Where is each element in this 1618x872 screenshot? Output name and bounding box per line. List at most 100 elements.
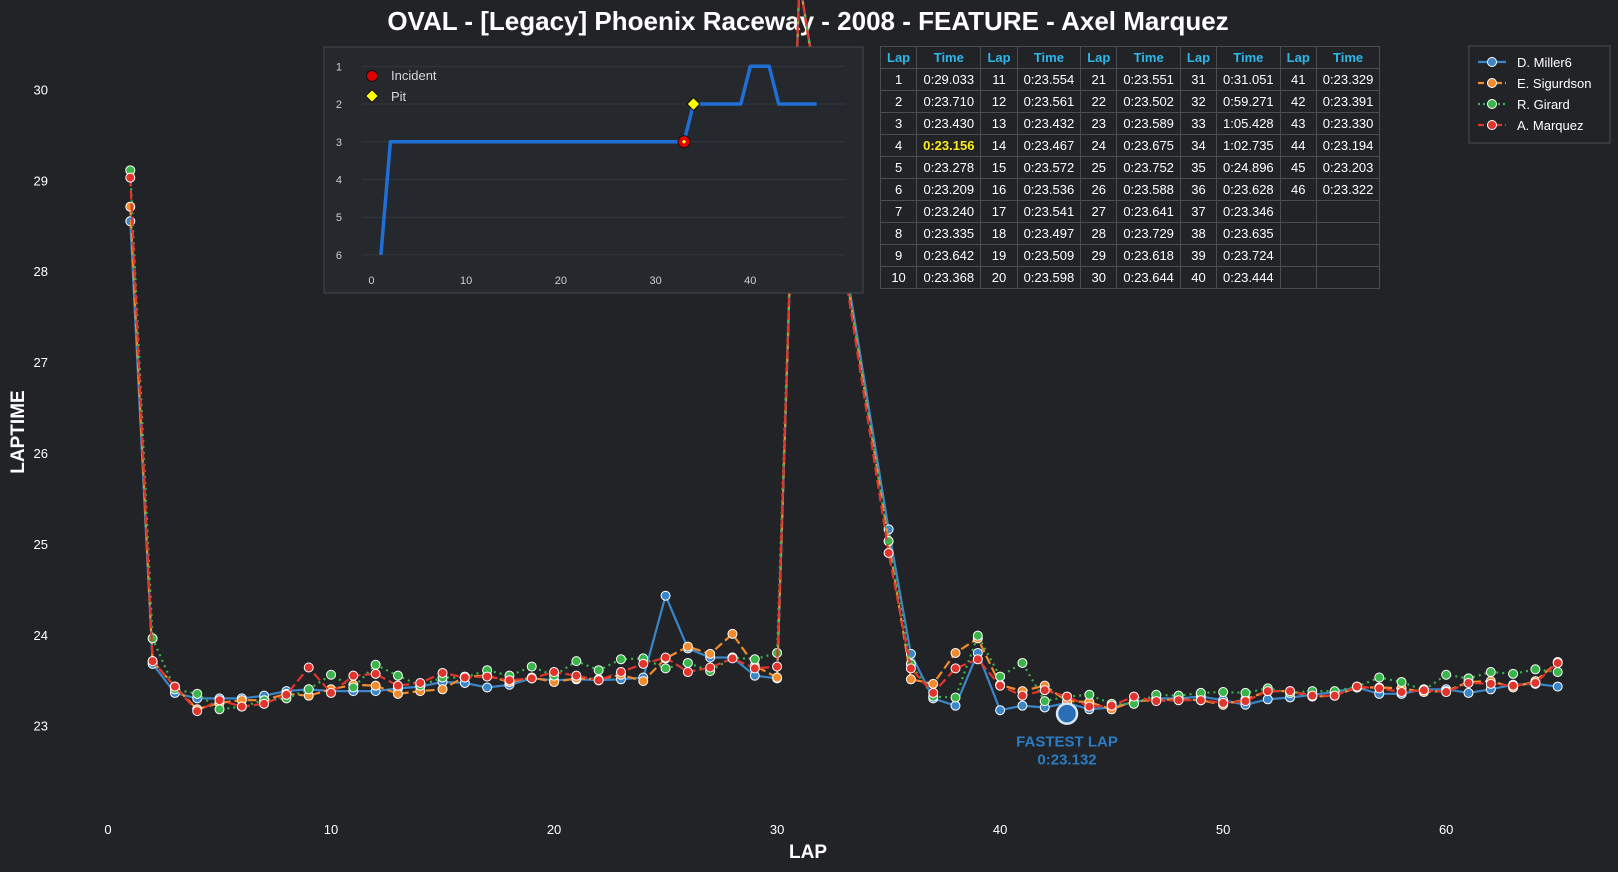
table-cell: 18 [980,222,1018,245]
table-cell: 4 [879,134,918,157]
data-point [303,662,314,673]
legend-item-r-girard: R. Girard [1478,97,1570,112]
data-point [504,675,515,686]
data-point [169,681,180,692]
table-cell: 32 [1179,90,1218,113]
data-point [950,647,961,658]
table-cell: 0:23.278 [916,156,982,179]
table-cell: 0:23.329 [1315,68,1381,91]
data-point [192,688,203,699]
data-point [1285,686,1296,697]
table-cell [1315,222,1381,245]
table-cell: 45 [1279,156,1317,179]
data-point [236,701,247,712]
inset-y-tick-label: 4 [336,174,342,186]
position-inset-chart: 1 2 3 4 5 6 0 10 20 30 40 Incident Pit [323,46,864,294]
data-point [549,667,560,678]
y-tick-label: 29 [34,173,48,188]
table-cell: 0:23.346 [1216,200,1281,223]
table-cell: 46 [1279,178,1317,201]
data-point [392,670,403,681]
data-point [772,661,783,672]
data-point [281,689,292,700]
table-row: 7 0:23.240 17 0:23.541 27 0:23.641 37 0:23.346 [879,200,1381,223]
data-point [682,641,693,652]
data-point [192,706,203,717]
table-cell: 37 [1179,200,1218,223]
legend: D. Miller6 E. Sigurdson R. Girard A. Marque… [1468,45,1611,144]
data-point [147,656,158,667]
table-header-cell: Lap [1279,46,1317,69]
table-cell: 7 [879,200,918,223]
inset-x-tick-label: 30 [649,275,661,287]
data-point [615,667,626,678]
table-cell [1279,266,1317,289]
data-point [1218,697,1229,708]
table-cell: 17 [980,200,1018,223]
data-point [905,674,916,685]
data-point [1418,685,1429,696]
data-point [259,698,270,709]
table-cell: 42 [1279,90,1317,113]
table-cell: 3 [879,112,918,135]
table-cell: 43 [1279,112,1317,135]
inset-y-tick-label: 1 [336,61,342,73]
data-point [1307,690,1318,701]
table-cell: 0:59.271 [1216,90,1281,113]
data-point [482,671,493,682]
data-point [1552,657,1563,668]
table-cell: 0:23.641 [1116,200,1181,223]
table-cell: 0:23.497 [1016,222,1082,245]
table-header-cell: Time [1216,46,1281,69]
data-point [615,654,626,665]
table-row: 2 0:23.710 12 0:23.561 22 0:23.502 32 0:59.271 4… [879,90,1381,113]
y-tick-label: 25 [34,537,48,552]
inset-x-tick-label: 40 [744,275,756,287]
y-tick-label: 23 [34,719,48,734]
data-point [1351,681,1362,692]
data-point [1396,687,1407,698]
x-tick-label: 40 [993,822,1007,837]
data-point [482,682,493,693]
table-cell: 13 [980,112,1018,135]
data-point [1463,687,1474,698]
y-tick-label: 24 [34,628,48,643]
table-cell: 0:23.724 [1216,244,1281,267]
table-cell: 0:23.729 [1116,222,1181,245]
inset-y-tick-label: 2 [336,99,342,111]
data-point [1552,667,1563,678]
legend-label: E. Sigurdson [1517,76,1591,91]
data-point [1396,677,1407,688]
table-cell: 0:23.642 [916,244,982,267]
table-row: 4 0:23.156 14 0:23.467 24 0:23.675 34 1:02.735 4… [879,134,1381,157]
inset-y-tick-label: 3 [336,137,342,149]
data-point [125,201,136,212]
data-point [1195,695,1206,706]
table-cell: 40 [1179,266,1218,289]
data-point [1084,689,1095,700]
table-cell: 34 [1179,134,1218,157]
y-tick-label: 26 [34,446,48,461]
table-header-cell: Time [1016,46,1082,69]
table-cell [1315,244,1381,267]
table-cell: 41 [1279,68,1317,91]
data-point [1106,700,1117,711]
fastest-lap-time: 0:23.132 [1037,752,1096,769]
table-cell: 11 [980,68,1018,91]
fastest-lap-point [1055,702,1079,725]
data-point [437,667,448,678]
table-cell: 28 [1080,222,1118,245]
fastest-lap-label: FASTEST LAP [1016,734,1118,751]
table-header-cell: Lap [1080,46,1118,69]
table-cell: 0:23.240 [916,200,982,223]
data-point [1463,677,1474,688]
table-cell: 30 [1080,266,1118,289]
data-point [348,682,359,693]
table-cell: 8 [879,222,918,245]
table-cell: 0:23.509 [1016,244,1082,267]
table-cell: 0:24.896 [1216,156,1281,179]
data-point [1173,695,1184,706]
data-point [571,656,582,667]
data-point [526,661,537,672]
y-axis-ticks: 23 24 25 26 27 28 29 30 [34,82,48,733]
